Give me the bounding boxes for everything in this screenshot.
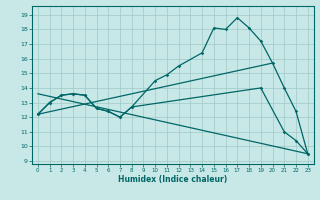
X-axis label: Humidex (Indice chaleur): Humidex (Indice chaleur) <box>118 175 228 184</box>
